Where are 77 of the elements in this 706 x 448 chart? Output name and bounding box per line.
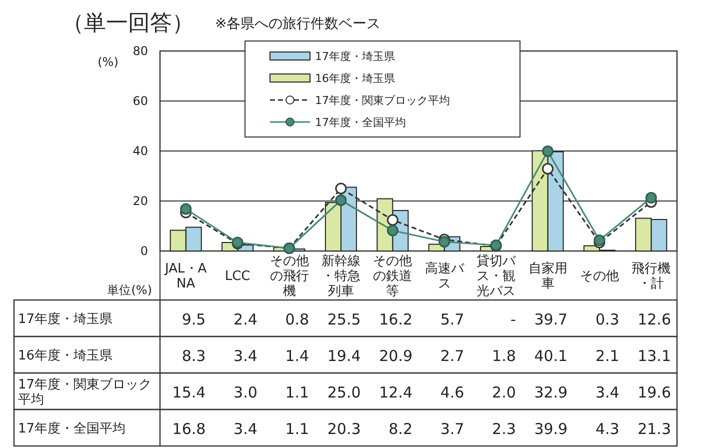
legend-label: 17年度・埼玉県	[315, 50, 395, 63]
data-label: 16.2	[379, 310, 412, 328]
x-tick-label: 新幹線・特急列車	[321, 254, 360, 299]
y-tick-label: 20	[132, 194, 148, 208]
point	[386, 224, 398, 236]
y-tick-label: 0	[140, 244, 148, 258]
data-label: 16.8	[172, 420, 206, 438]
data-label: 21.3	[638, 420, 671, 438]
point	[645, 192, 657, 204]
y-axis-title: (%)	[98, 55, 118, 69]
data-label: 2.3	[492, 420, 516, 438]
data-label: 8.3	[182, 346, 206, 365]
data-label: 4.3	[595, 420, 620, 438]
x-tick-label: その他	[580, 269, 619, 284]
x-tick-label: その他の鉄道等	[373, 254, 412, 299]
legend-label: 17年度・関東ブロック平均	[315, 94, 450, 107]
data-label: 19.4	[327, 346, 361, 365]
text: 17年度・埼玉県	[18, 312, 113, 327]
text: 単位(%)	[107, 283, 152, 297]
point	[542, 163, 554, 174]
point	[386, 214, 398, 226]
legend-label: 16年度・埼玉県	[315, 72, 395, 85]
text: 16年度・埼玉県	[18, 348, 113, 364]
data-label: 3.0	[234, 383, 258, 402]
data-label: 39.9	[534, 420, 568, 438]
text: -	[510, 310, 516, 328]
data-label: 1.1	[285, 420, 310, 438]
data-label: 0.8	[285, 310, 310, 328]
chart-title: （単一回答）	[62, 11, 194, 36]
data-label: 32.9	[534, 383, 568, 402]
data-label: 3.4	[234, 420, 258, 438]
data-label: 25.5	[327, 310, 361, 328]
data-label: 13.1	[638, 346, 671, 365]
x-tick-label: 飛行機・計	[632, 262, 671, 292]
data-label: 12.6	[638, 310, 671, 328]
data-label: 1.4	[285, 346, 310, 365]
x-tick-label: 自家用車	[528, 260, 568, 292]
y-tick-label: 40	[132, 144, 148, 158]
point	[180, 203, 192, 215]
data-label: 15.4	[172, 383, 206, 402]
text: 17年度・関東ブロック平均	[18, 377, 152, 408]
text: 17年度・全国平均	[18, 421, 126, 436]
data-label: 20.9	[379, 346, 412, 365]
data-label: 2.1	[595, 346, 620, 365]
x-tick-label: JAL・ANA	[164, 262, 207, 292]
point	[542, 146, 554, 157]
point	[335, 182, 347, 194]
data-label: 5.7	[440, 310, 464, 328]
data-label: 3.4	[234, 346, 258, 365]
x-tick-label: その他の飛行機	[270, 254, 309, 299]
data-label: 3.4	[595, 383, 620, 402]
x-tick-label: 高速バス	[424, 260, 465, 292]
data-label: 12.4	[379, 383, 412, 402]
point	[438, 236, 450, 248]
data-label: 4.6	[440, 383, 464, 402]
point	[594, 234, 606, 246]
x-tick-label: 貸切バス・観光バス	[476, 254, 517, 299]
data-label: 20.3	[327, 420, 361, 438]
data-label: 19.6	[638, 383, 671, 402]
legend-label: 17年度・全国平均	[315, 116, 406, 129]
data-label: 40.1	[534, 346, 568, 365]
data-label: 1.8	[492, 346, 516, 365]
point	[335, 194, 347, 206]
data-label: 8.2	[388, 420, 412, 438]
data-label: 25.0	[327, 383, 361, 402]
data-label: 1.1	[285, 383, 310, 402]
data-label: 2.4	[234, 310, 258, 328]
data-label: 3.7	[440, 420, 464, 438]
y-tick-label: 60	[132, 94, 148, 108]
data-label: 2.0	[492, 383, 516, 402]
data-label: 0.3	[595, 310, 620, 328]
data-label: 9.5	[182, 310, 206, 328]
x-tick-label: LCC	[224, 269, 250, 284]
data-label: 2.7	[440, 346, 464, 365]
chart-subtitle: ※各県への旅行件数ベース	[215, 16, 381, 32]
data-label: 39.7	[534, 310, 568, 328]
y-tick-label: 80	[132, 44, 148, 58]
